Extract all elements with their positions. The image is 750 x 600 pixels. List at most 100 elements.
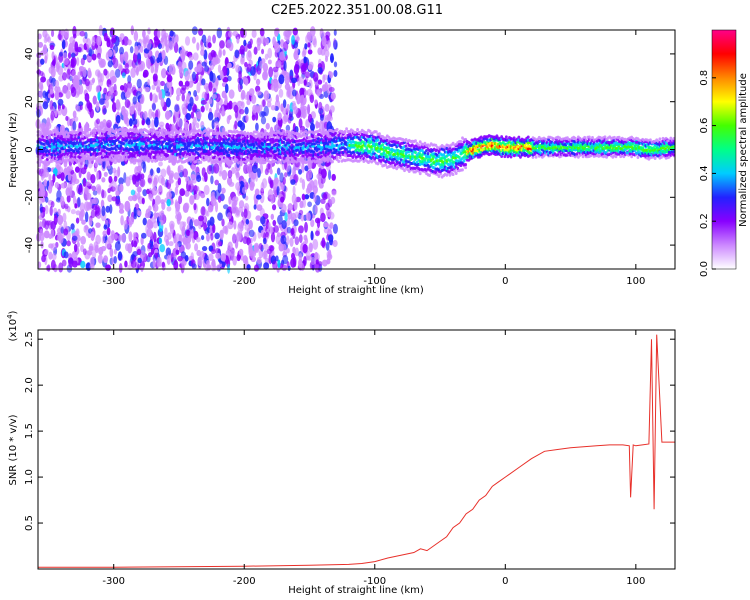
spectrogram-cell — [281, 243, 287, 252]
spectrogram-cell — [47, 136, 51, 140]
spectrogram-cell — [114, 68, 121, 78]
spectrogram-cell — [309, 26, 316, 37]
spectrogram-cell — [89, 263, 95, 270]
spectrogram-cell — [73, 75, 80, 86]
spectrogram-cell — [53, 149, 57, 153]
spectrogram-cell — [265, 231, 269, 238]
spectrogram-cell — [227, 169, 233, 179]
spectrogram-cell — [227, 241, 233, 251]
spectrogram-cell — [250, 174, 255, 185]
spectrogram-cell — [269, 226, 273, 235]
spectrogram-cell — [250, 94, 257, 105]
spectrogram-cell — [54, 79, 60, 89]
spectrogram-cell — [194, 159, 198, 164]
spectrogram-cell — [209, 70, 214, 82]
spectrogram-cell — [49, 100, 54, 110]
spectrogram-cell — [133, 213, 137, 220]
spectrogram-cell — [40, 84, 44, 91]
spectrogram-cell — [112, 57, 119, 69]
spectrogram-cell — [298, 76, 305, 85]
spectrogram-cell — [169, 172, 174, 179]
spectrogram-cell — [92, 197, 99, 205]
spectrogram-cell — [207, 42, 212, 49]
spectrogram-cell — [299, 177, 303, 183]
spectrogram-cell — [217, 195, 222, 203]
spectrogram-cell — [114, 241, 121, 251]
spectrogram-cell — [213, 121, 220, 128]
spectrogram-cell — [310, 122, 315, 132]
spectrogram-cell — [173, 172, 180, 180]
spectrogram-cell — [203, 184, 210, 196]
spectrogram-cell — [280, 235, 287, 245]
spectrogram-cell — [182, 168, 189, 178]
spectrogram-cell — [201, 78, 206, 86]
spectrogram-cell — [153, 231, 157, 243]
spectrogram-cell — [264, 53, 269, 60]
spectrogram-cell — [61, 156, 65, 160]
spectrogram-cell — [166, 206, 172, 212]
spectrogram-cell — [274, 27, 279, 37]
spectrogram-cell — [140, 232, 147, 239]
spectrogram-cell — [300, 65, 307, 75]
spectrogram-cell — [317, 176, 322, 186]
spectrogram-cell — [315, 230, 320, 237]
spectrogram-cell — [255, 122, 259, 132]
spectrogram-cell — [266, 151, 270, 155]
spectrogram-cell — [108, 175, 113, 184]
spectrogram-cell — [58, 150, 62, 154]
spectrogram-cell — [187, 103, 192, 112]
spectrogram-cell — [282, 140, 286, 145]
spectrogram-cell — [212, 87, 217, 96]
spectrogram-cell — [95, 222, 101, 228]
spectrogram-cell — [200, 49, 205, 56]
spectrogram-cell — [123, 219, 128, 230]
spectrogram-cell — [260, 116, 267, 125]
spectrogram-cell — [248, 88, 255, 96]
spectrogram-cell — [276, 167, 281, 176]
spectrogram-cell — [136, 186, 142, 193]
spectrogram-cell — [190, 145, 193, 149]
spectrogram-cell — [272, 204, 277, 211]
spectrogram-cell — [239, 108, 245, 115]
spectrogram-cell — [243, 39, 247, 47]
spectrogram-cell — [174, 34, 179, 44]
spectrogram-cell — [285, 235, 290, 246]
spectrogram-cell — [194, 243, 199, 252]
spectrogram-cell — [164, 227, 168, 238]
spectrogram-cell — [150, 247, 155, 255]
spectrogram-cell — [126, 81, 132, 90]
spectrogram-cell — [219, 69, 224, 80]
spectrogram-cell — [329, 222, 334, 229]
spectrogram-cell — [321, 237, 326, 249]
spectrogram-cell — [188, 60, 194, 70]
spectrogram-cell — [158, 161, 163, 167]
spectrogram-cell — [189, 195, 195, 205]
spectrogram-cell — [414, 139, 417, 143]
spectrogram-cell — [98, 98, 105, 106]
spectrogram-cell — [124, 99, 131, 108]
spectrogram-cell — [150, 55, 156, 64]
spectrogram-cell — [138, 171, 142, 182]
spectrogram-cell — [324, 114, 330, 121]
spectrogram-cell — [257, 104, 263, 112]
spectrogram-cell — [103, 68, 108, 76]
spectrogram-cell — [204, 228, 210, 235]
spectrogram-cell — [198, 215, 205, 222]
spectrogram-cell — [59, 51, 64, 57]
spectrogram-cell — [79, 104, 83, 111]
spectrogram-cell — [158, 185, 163, 193]
spectrogram-cell — [253, 46, 258, 55]
spectrogram-cell — [154, 38, 160, 46]
spectrogram-cell — [211, 259, 216, 268]
spectrogram-cell — [245, 114, 249, 122]
spectrogram-cell — [314, 261, 321, 273]
spectrogram-cell — [307, 42, 311, 48]
spectrogram-cell — [258, 243, 263, 250]
spectrogram-cell — [101, 189, 105, 199]
spectrogram-cell — [179, 221, 186, 232]
spectrogram-cell — [84, 78, 90, 87]
spectrogram-cell — [111, 37, 117, 44]
spectrogram-cell — [333, 61, 338, 68]
spectrogram-cell — [84, 158, 89, 168]
